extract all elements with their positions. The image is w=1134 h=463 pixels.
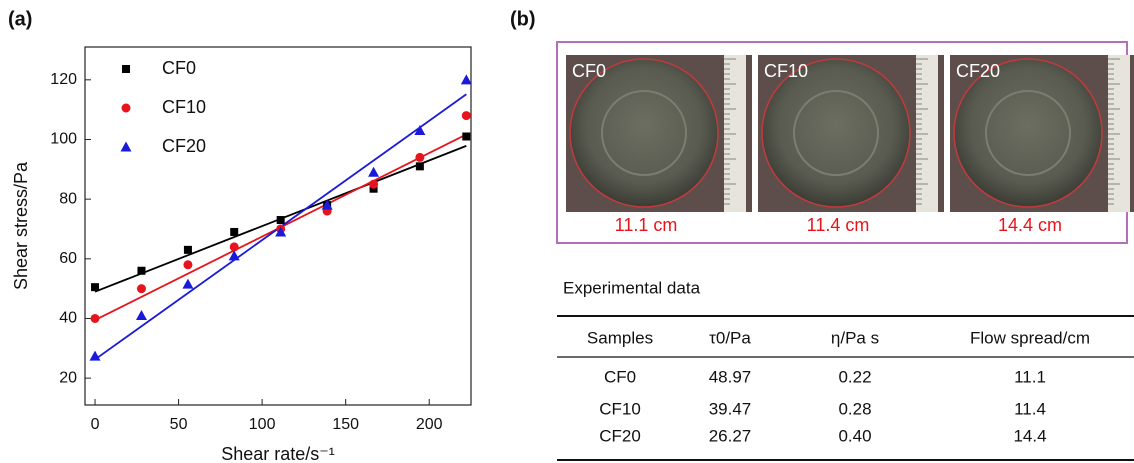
- data-point: [183, 260, 193, 270]
- table-header: Samples: [587, 328, 653, 347]
- data-point: [230, 227, 239, 236]
- data-point: [90, 313, 100, 323]
- x-tick-label: 200: [416, 416, 443, 433]
- ruler: [1108, 55, 1130, 212]
- legend-marker: [120, 141, 132, 152]
- photo-label: CF20: [956, 61, 1000, 81]
- spread-label: 11.1 cm: [615, 215, 678, 235]
- photo-label: CF0: [572, 61, 606, 81]
- plot-frame: [84, 46, 472, 406]
- data-point: [321, 199, 333, 210]
- y-tick-label: 40: [59, 310, 77, 327]
- plate-rim: [793, 90, 879, 176]
- panel-label: (b): [510, 8, 536, 30]
- legend-marker: [122, 65, 130, 73]
- table-cell: 14.4: [1013, 426, 1046, 445]
- table-header: η/Pa s: [831, 328, 879, 347]
- legend-marker: [121, 103, 131, 113]
- paste-spread: [953, 58, 1103, 208]
- photo-label: CF10: [764, 61, 808, 81]
- table-cell: 0.28: [838, 399, 871, 418]
- table-cell: 26.27: [709, 426, 752, 445]
- data-point: [276, 216, 285, 225]
- y-axis-label: Shear stress/Pa: [11, 161, 31, 290]
- x-axis-label: Shear rate/s⁻¹: [221, 444, 335, 463]
- legend-label: CF20: [162, 136, 206, 156]
- table-cell: 48.97: [709, 367, 752, 386]
- ruler: [916, 55, 938, 212]
- table-cell: CF0: [604, 367, 636, 386]
- x-tick-label: 50: [170, 416, 188, 433]
- table-cell: 0.40: [838, 426, 871, 445]
- table-cell: CF10: [599, 399, 641, 418]
- y-tick-label: 60: [59, 250, 77, 267]
- data-point: [89, 350, 101, 361]
- legend-label: CF10: [162, 97, 206, 117]
- x-tick-label: 150: [332, 416, 359, 433]
- y-tick-label: 100: [50, 131, 77, 148]
- data-point: [461, 111, 471, 121]
- table-header: Flow spread/cm: [970, 328, 1090, 347]
- data-point: [136, 284, 146, 294]
- legend-label: CF0: [162, 58, 196, 78]
- spread-label: 14.4 cm: [998, 215, 1062, 235]
- table-header: τ0/Pa: [709, 328, 751, 347]
- spread-label: 11.4 cm: [807, 215, 870, 235]
- table-cell: 39.47: [709, 399, 752, 418]
- table-cell: 0.22: [838, 367, 871, 386]
- data-point: [135, 310, 147, 320]
- table-caption: Experimental data: [563, 278, 701, 297]
- data-point: [91, 283, 100, 292]
- plate-rim: [985, 90, 1071, 176]
- data-point: [228, 250, 240, 261]
- table-cell: 11.1: [1014, 367, 1046, 386]
- y-tick-label: 120: [50, 71, 77, 88]
- data-point: [368, 166, 380, 177]
- data-point: [229, 242, 239, 252]
- panel-label: (a): [8, 8, 32, 30]
- data-point: [183, 245, 192, 254]
- data-point: [460, 74, 472, 85]
- data-point: [369, 179, 379, 189]
- data-point: [415, 162, 424, 171]
- data-point: [415, 152, 425, 162]
- paste-spread: [761, 58, 911, 208]
- data-point: [414, 125, 426, 136]
- data-point: [137, 266, 146, 275]
- ruler: [724, 55, 746, 212]
- x-tick-label: 0: [91, 416, 100, 433]
- data-point: [182, 278, 194, 289]
- table-cell: CF20: [599, 426, 641, 445]
- data-point: [462, 132, 471, 141]
- plate-rim: [601, 90, 687, 176]
- y-tick-label: 80: [59, 190, 77, 207]
- y-tick-label: 20: [59, 369, 77, 386]
- table-cell: 11.4: [1014, 399, 1046, 418]
- paste-spread: [569, 58, 719, 208]
- x-tick-label: 100: [249, 416, 276, 433]
- data-point: [275, 226, 287, 237]
